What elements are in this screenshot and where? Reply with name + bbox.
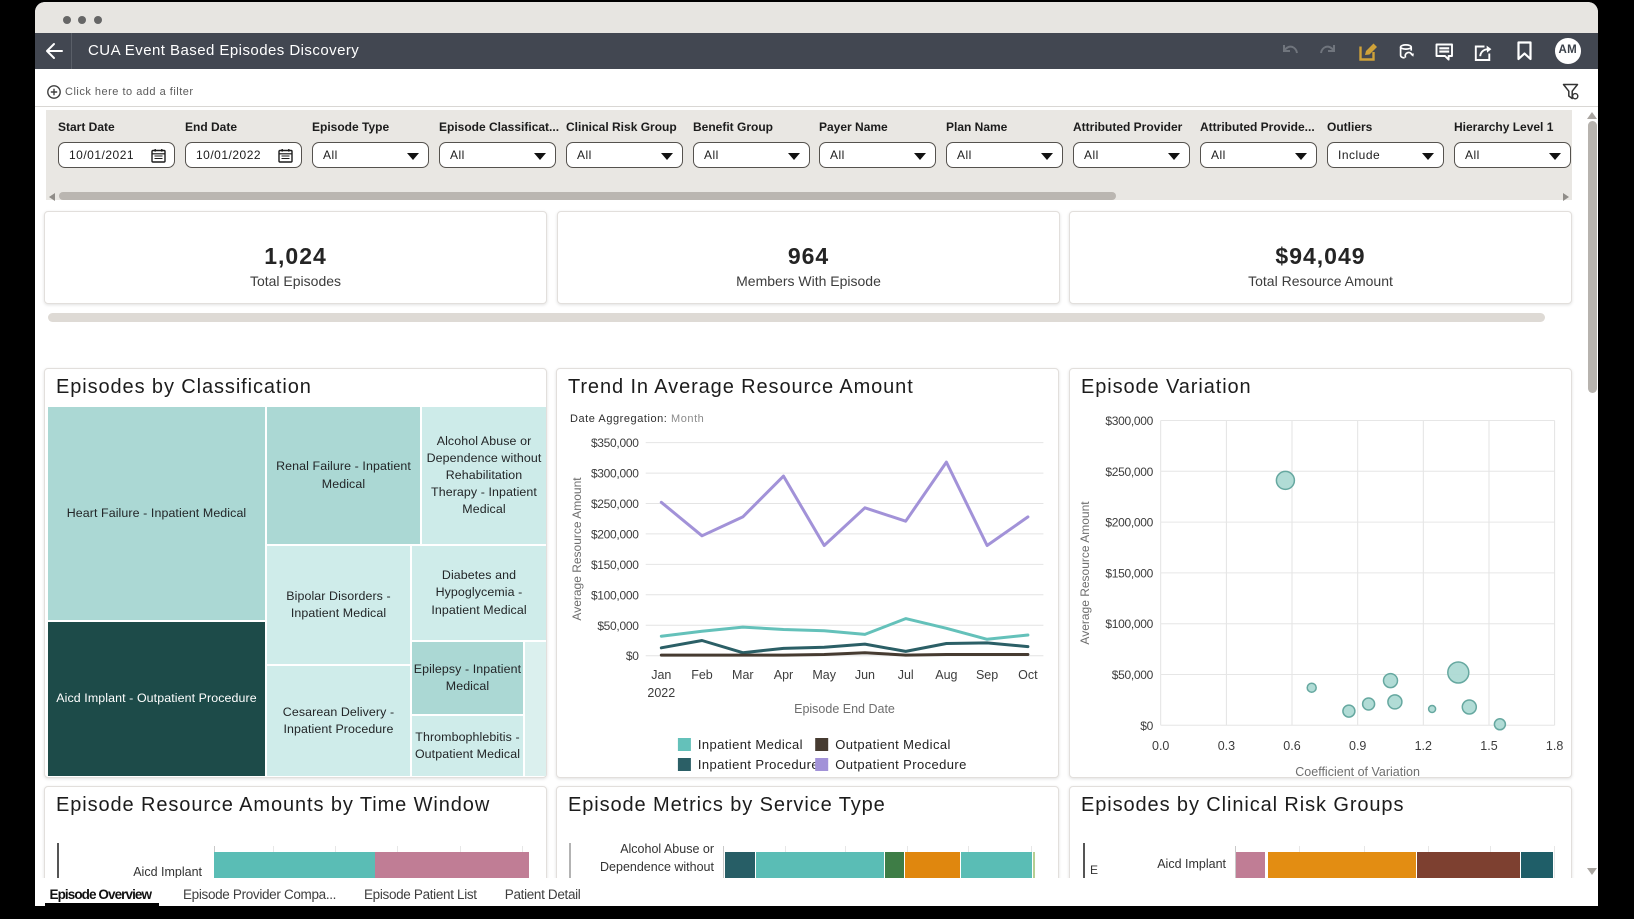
svg-text:Jun: Jun <box>855 668 875 682</box>
svg-text:Outpatient Medical: Outpatient Medical <box>835 737 951 752</box>
svg-text:$200,000: $200,000 <box>1105 516 1153 530</box>
svg-text:$250,000: $250,000 <box>1105 465 1153 479</box>
svg-text:0.3: 0.3 <box>1218 739 1235 753</box>
svg-text:Coefficient of Variation: Coefficient of Variation <box>1295 765 1420 777</box>
svg-text:$350,000: $350,000 <box>591 436 639 450</box>
svg-text:Jul: Jul <box>898 668 914 682</box>
svg-text:May: May <box>812 668 836 682</box>
svg-text:$100,000: $100,000 <box>1105 617 1153 631</box>
svg-text:Apr: Apr <box>774 668 793 682</box>
svg-text:$50,000: $50,000 <box>597 619 639 633</box>
svg-text:Inpatient Procedure: Inpatient Procedure <box>698 757 819 772</box>
svg-text:0.6: 0.6 <box>1283 739 1300 753</box>
svg-text:1.2: 1.2 <box>1415 739 1432 753</box>
svg-text:$100,000: $100,000 <box>591 588 639 602</box>
svg-text:$0: $0 <box>626 649 639 663</box>
svg-text:$150,000: $150,000 <box>591 558 639 572</box>
svg-text:Episode End Date: Episode End Date <box>794 702 895 716</box>
svg-text:Average Resource Amount: Average Resource Amount <box>570 477 584 621</box>
svg-text:$50,000: $50,000 <box>1112 668 1154 682</box>
svg-text:Inpatient Medical: Inpatient Medical <box>698 737 803 752</box>
svg-text:$0: $0 <box>1140 719 1153 733</box>
svg-text:$200,000: $200,000 <box>591 527 639 541</box>
svg-text:Sep: Sep <box>976 668 998 682</box>
svg-text:Oct: Oct <box>1018 668 1038 682</box>
svg-text:Aug: Aug <box>935 668 957 682</box>
svg-text:Feb: Feb <box>691 668 713 682</box>
svg-text:$250,000: $250,000 <box>591 497 639 511</box>
svg-text:Average Resource Amount: Average Resource Amount <box>1078 501 1092 645</box>
svg-text:0.9: 0.9 <box>1349 739 1366 753</box>
svg-text:Outpatient Procedure: Outpatient Procedure <box>835 757 967 772</box>
svg-text:$150,000: $150,000 <box>1105 566 1153 580</box>
svg-text:Mar: Mar <box>732 668 754 682</box>
svg-text:1.5: 1.5 <box>1480 739 1497 753</box>
svg-text:Jan: Jan <box>651 668 671 682</box>
svg-text:1.8: 1.8 <box>1546 739 1563 753</box>
svg-text:$300,000: $300,000 <box>1105 414 1153 428</box>
svg-text:0.0: 0.0 <box>1152 739 1169 753</box>
svg-text:$300,000: $300,000 <box>591 467 639 481</box>
svg-text:2022: 2022 <box>647 686 675 700</box>
